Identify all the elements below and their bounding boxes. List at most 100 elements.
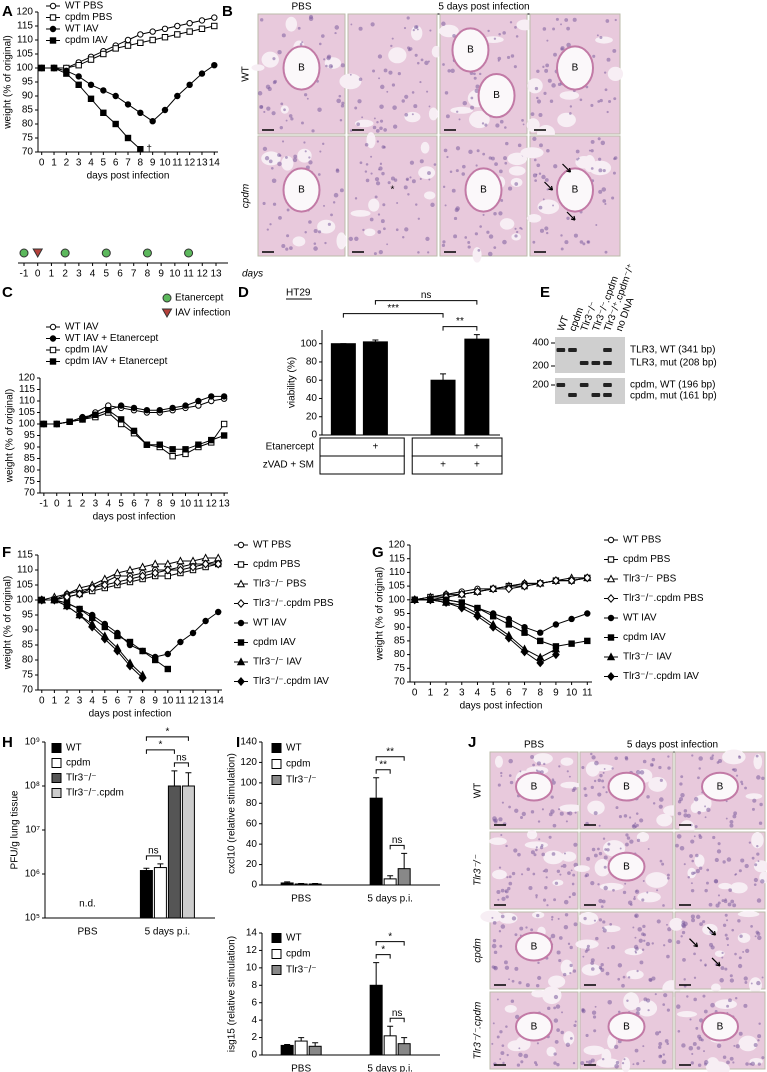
significance-label: ** bbox=[386, 746, 394, 757]
cell-nucleus bbox=[666, 876, 670, 880]
cell-nucleus bbox=[445, 114, 450, 119]
cell-nucleus bbox=[732, 1061, 735, 1064]
airway-lumen bbox=[464, 167, 503, 213]
cell-nucleus bbox=[658, 1041, 663, 1046]
cell-nucleus bbox=[530, 810, 535, 814]
cell-nucleus bbox=[550, 933, 556, 939]
gel-band bbox=[603, 383, 612, 387]
y-tick-label: 90 bbox=[24, 442, 36, 453]
data-point bbox=[161, 34, 169, 41]
timeline-tick-label: 9 bbox=[158, 269, 164, 280]
cell-nucleus bbox=[573, 233, 578, 238]
cell-nucleus bbox=[656, 919, 661, 924]
cell-nucleus bbox=[692, 1042, 697, 1046]
cell-nucleus bbox=[641, 932, 645, 936]
cell-nucleus bbox=[542, 898, 547, 902]
alveolus bbox=[730, 882, 748, 894]
cell-nucleus bbox=[301, 41, 304, 44]
cell-nucleus bbox=[486, 230, 490, 234]
bar bbox=[369, 797, 383, 886]
cell-nucleus bbox=[519, 926, 524, 931]
cell-nucleus bbox=[514, 227, 517, 230]
data-point bbox=[151, 568, 160, 578]
significance-bracket bbox=[145, 736, 189, 741]
cell-nucleus bbox=[690, 914, 695, 919]
cell-nucleus bbox=[510, 54, 515, 58]
cell-nucleus bbox=[560, 23, 562, 26]
significance-label: * bbox=[381, 944, 385, 955]
cell-nucleus bbox=[286, 208, 290, 212]
legend-swatch bbox=[271, 743, 282, 753]
cell-nucleus bbox=[740, 780, 743, 784]
y-tick-label: 4 bbox=[251, 1015, 257, 1026]
y-tick-label: 115 bbox=[17, 21, 33, 32]
cell-nucleus bbox=[535, 983, 540, 988]
cell-nucleus bbox=[593, 811, 598, 816]
cell-nucleus bbox=[641, 898, 645, 902]
cell-nucleus bbox=[521, 873, 524, 876]
cell-nucleus bbox=[652, 802, 656, 805]
data-point bbox=[151, 559, 160, 568]
image-label: B bbox=[298, 63, 305, 74]
cell-nucleus bbox=[573, 842, 578, 847]
cell-nucleus bbox=[562, 863, 567, 868]
cell-nucleus bbox=[429, 29, 432, 32]
data-point bbox=[505, 615, 513, 623]
bar bbox=[139, 870, 153, 919]
alveolus bbox=[489, 837, 507, 846]
y-tick-label: 10⁶ bbox=[25, 869, 40, 880]
cell-nucleus bbox=[569, 112, 572, 115]
cell-nucleus bbox=[504, 889, 509, 894]
cell-nucleus bbox=[476, 149, 480, 153]
cell-nucleus bbox=[393, 124, 398, 129]
x-tick-label: PBS bbox=[291, 894, 311, 905]
cell-nucleus bbox=[481, 122, 485, 125]
legend-swatch bbox=[271, 949, 282, 959]
data-point bbox=[130, 404, 138, 412]
cell-nucleus bbox=[760, 879, 765, 884]
cell-nucleus bbox=[711, 754, 715, 757]
alveolus bbox=[424, 191, 436, 200]
cell-nucleus bbox=[500, 924, 506, 929]
cell-nucleus bbox=[594, 760, 599, 766]
x-tick-label: 5 bbox=[101, 158, 107, 169]
cell-nucleus bbox=[323, 58, 326, 61]
cell-nucleus bbox=[280, 102, 284, 106]
cell-nucleus bbox=[506, 55, 511, 60]
cell-nucleus bbox=[473, 72, 476, 76]
cell-nucleus bbox=[262, 201, 266, 206]
cell-nucleus bbox=[339, 118, 343, 122]
cell-nucleus bbox=[264, 156, 270, 161]
cell-nucleus bbox=[739, 934, 743, 938]
data-point bbox=[75, 610, 84, 620]
cell-nucleus bbox=[455, 146, 461, 151]
cell-nucleus bbox=[498, 32, 501, 36]
cell-nucleus bbox=[560, 865, 563, 868]
cell-nucleus bbox=[356, 122, 361, 127]
alveolus bbox=[261, 151, 281, 166]
cell-nucleus bbox=[514, 25, 517, 29]
cell-nucleus bbox=[615, 806, 619, 810]
data-point bbox=[149, 36, 156, 44]
cell-nucleus bbox=[491, 916, 494, 919]
cell-nucleus bbox=[555, 1004, 561, 1009]
cell-nucleus bbox=[601, 1057, 605, 1061]
timeline-tick-label: 13 bbox=[210, 269, 222, 280]
cell-nucleus bbox=[750, 925, 753, 928]
cell-nucleus bbox=[267, 86, 272, 92]
cell-nucleus bbox=[506, 1053, 509, 1057]
cell-nucleus bbox=[614, 1063, 619, 1069]
alveolus bbox=[520, 147, 544, 159]
cell-nucleus bbox=[416, 28, 419, 31]
alveolus bbox=[574, 865, 590, 872]
cell-nucleus bbox=[636, 1062, 640, 1066]
cell-nucleus bbox=[378, 77, 381, 80]
y-tick-label: 60 bbox=[306, 375, 318, 386]
cell-nucleus bbox=[753, 1043, 758, 1047]
cell-nucleus bbox=[308, 156, 311, 159]
cell-nucleus bbox=[404, 94, 409, 99]
cell-nucleus bbox=[564, 913, 569, 917]
error-bar bbox=[440, 373, 447, 381]
airway-lumen bbox=[607, 771, 646, 802]
